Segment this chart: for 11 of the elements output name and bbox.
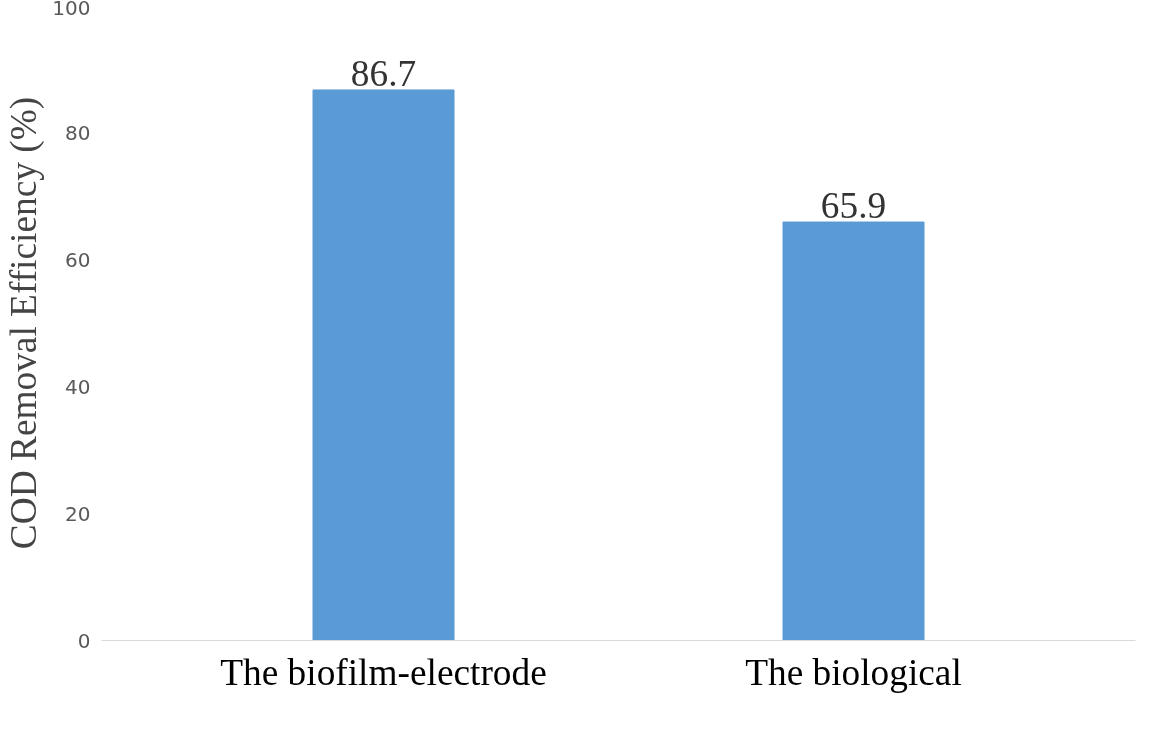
x-tick-label: The biofilm-electrode: [220, 651, 547, 693]
y-tick-label: 80: [65, 120, 91, 145]
x-tick-label: The biological: [745, 651, 962, 693]
y-tick-label: 60: [65, 247, 91, 272]
y-tick-label: 0: [77, 628, 91, 653]
data-label: 86.7: [350, 52, 417, 94]
y-axis-title: COD Removal Efficiency (%): [3, 96, 46, 550]
y-tick-label: 20: [65, 501, 91, 526]
data-label: 65.9: [820, 185, 887, 227]
y-tick-label: 100: [52, 0, 91, 20]
y-tick-label: 40: [65, 374, 91, 399]
